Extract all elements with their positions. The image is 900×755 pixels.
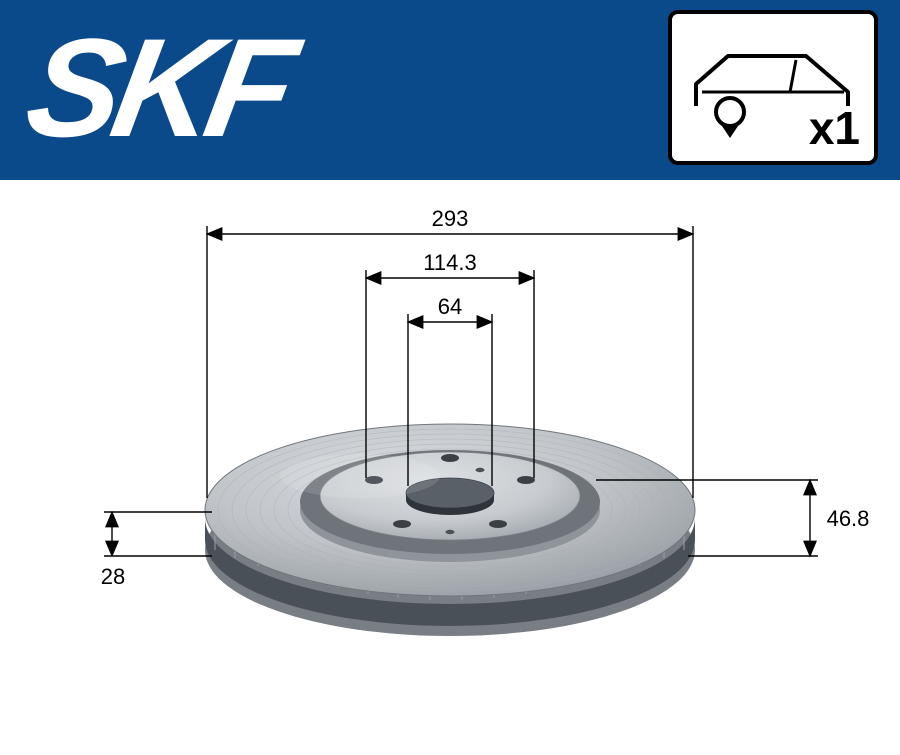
- header-bar: SKF x1: [0, 0, 900, 180]
- quantity-box: x1: [668, 10, 878, 165]
- specular-highlight: [280, 454, 440, 498]
- quantity-text: x1: [809, 101, 860, 155]
- dim-bolt-circle: 114.3: [418, 250, 482, 276]
- dim-outer-diameter: 293: [430, 206, 470, 232]
- brand-logo: SKF: [18, 18, 299, 158]
- dim-hat-height: 46.8: [822, 506, 874, 532]
- dim-center-bore: 64: [432, 294, 468, 320]
- technical-diagram: 293 114.3 64 28 46.8: [0, 180, 900, 750]
- dim-thickness: 28: [98, 564, 128, 590]
